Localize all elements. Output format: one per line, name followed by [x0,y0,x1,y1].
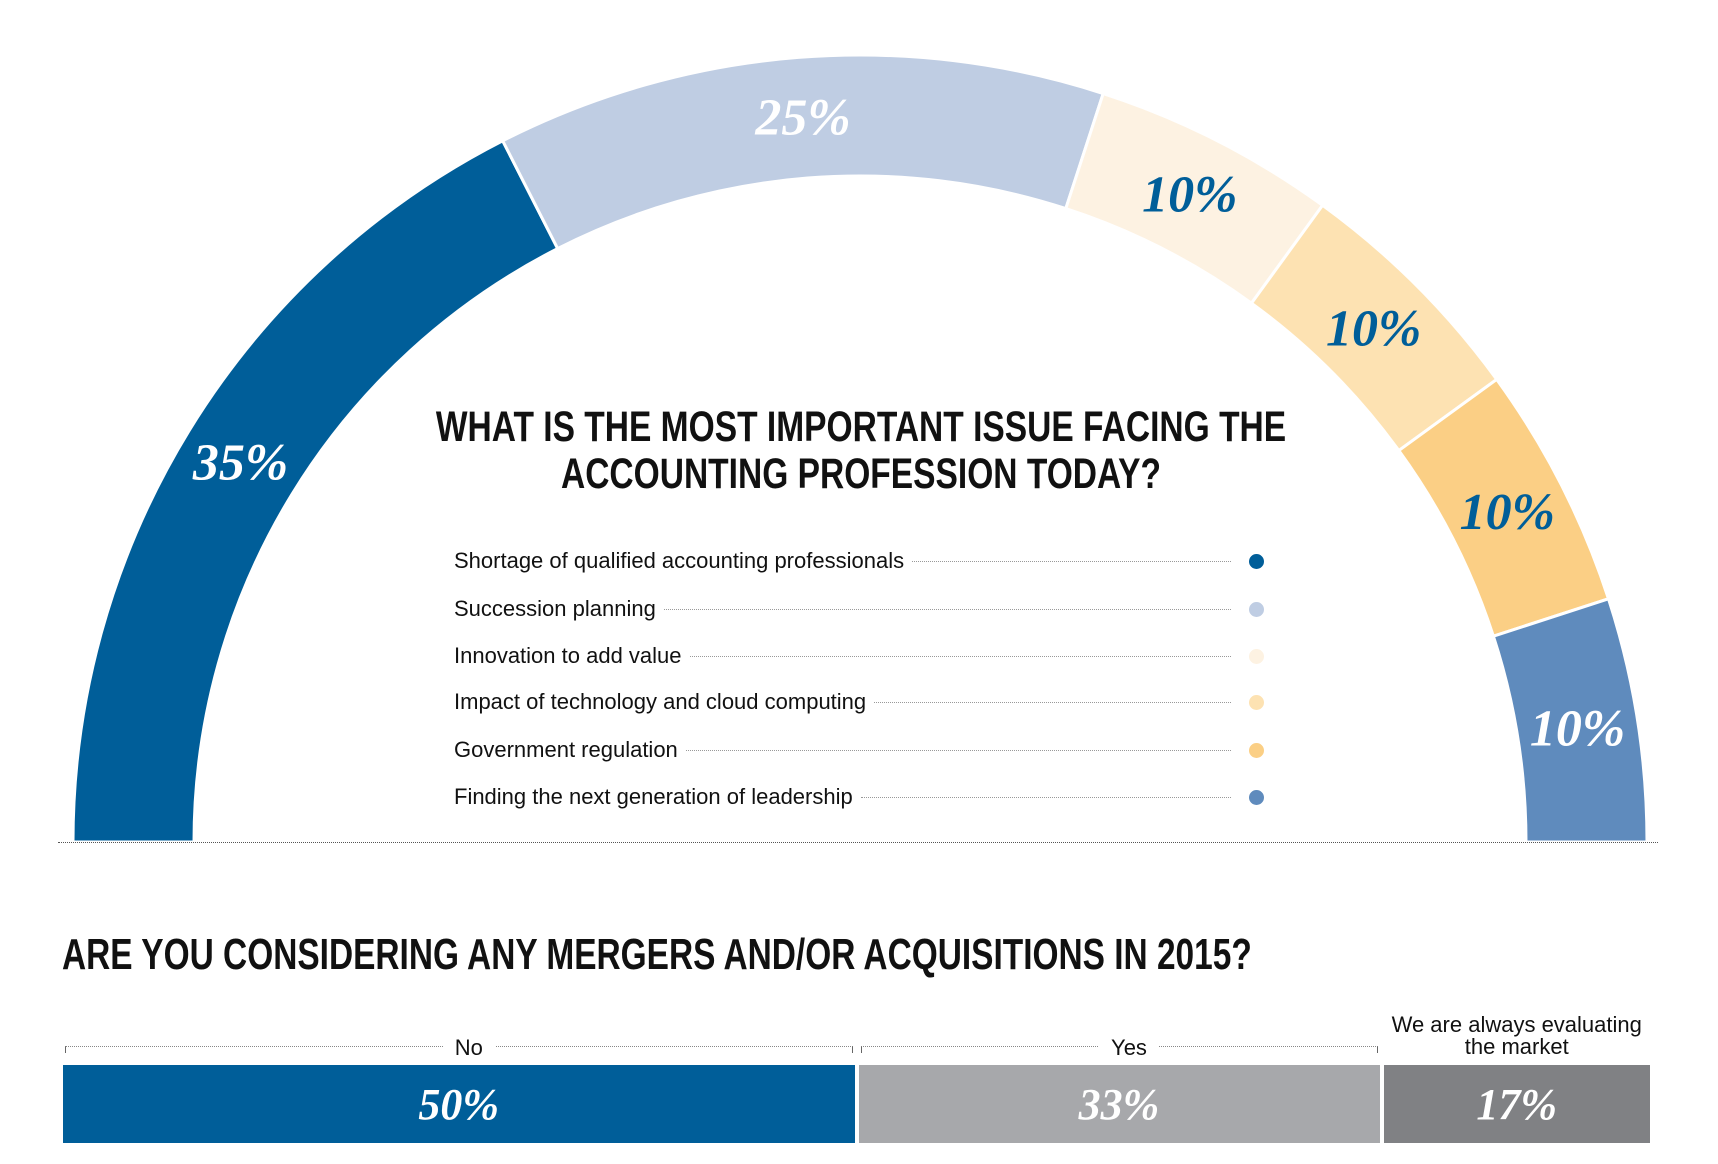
legend-leader-line [874,701,1231,703]
legend-label: Succession planning [454,596,656,621]
segment-value-label: 35% [192,434,288,491]
legend-leader-line [685,749,1231,751]
legend-item: Government regulation [454,735,1266,765]
donut-segment [500,53,1106,251]
bar-category-label: Yes [961,1035,1297,1060]
legend-leader-line [860,796,1231,798]
baseline-divider [58,842,1658,843]
segment-value-label: 10% [1326,300,1421,357]
bar-chart-title: Are you considering any mergers and/or a… [62,930,1252,979]
legend-label: Finding the next generation of leadershi… [454,784,853,809]
legend-leader-line [663,608,1231,610]
donut-chart-title: What is the most important issue facing … [435,403,1287,498]
legend-item: Succession planning [454,594,1266,624]
segment-value-label: 10% [1460,484,1555,541]
legend-label: Government regulation [454,737,678,762]
bar-segment: 17% [1383,1065,1650,1143]
legend-leader-line [689,655,1231,657]
legend-swatch [1249,789,1264,805]
bar-category-label: No [301,1035,637,1060]
legend-item: Shortage of qualified accounting profess… [454,546,1266,576]
segment-value-label: 10% [1530,700,1625,757]
legend-swatch [1249,553,1264,569]
bar-segment: 50% [63,1065,855,1143]
legend-label: Impact of technology and cloud computing [454,689,867,714]
legend-item: Innovation to add value [454,641,1266,671]
legend-swatch [1249,648,1264,664]
legend-item: Finding the next generation of leadershi… [454,782,1266,812]
legend-item: Impact of technology and cloud computing [454,687,1266,717]
segment-value-label: 10% [1142,167,1237,224]
legend-leader-line [912,560,1231,562]
bar-category-label: We are always evaluating the market [1379,1014,1654,1058]
legend-label: Shortage of qualified accounting profess… [454,548,905,573]
legend-swatch [1249,601,1264,617]
legend-swatch [1249,742,1264,758]
legend-label: Innovation to add value [454,643,682,668]
segment-value-label: 25% [754,90,850,147]
legend-swatch [1249,694,1264,710]
bar-segment: 33% [858,1065,1380,1143]
